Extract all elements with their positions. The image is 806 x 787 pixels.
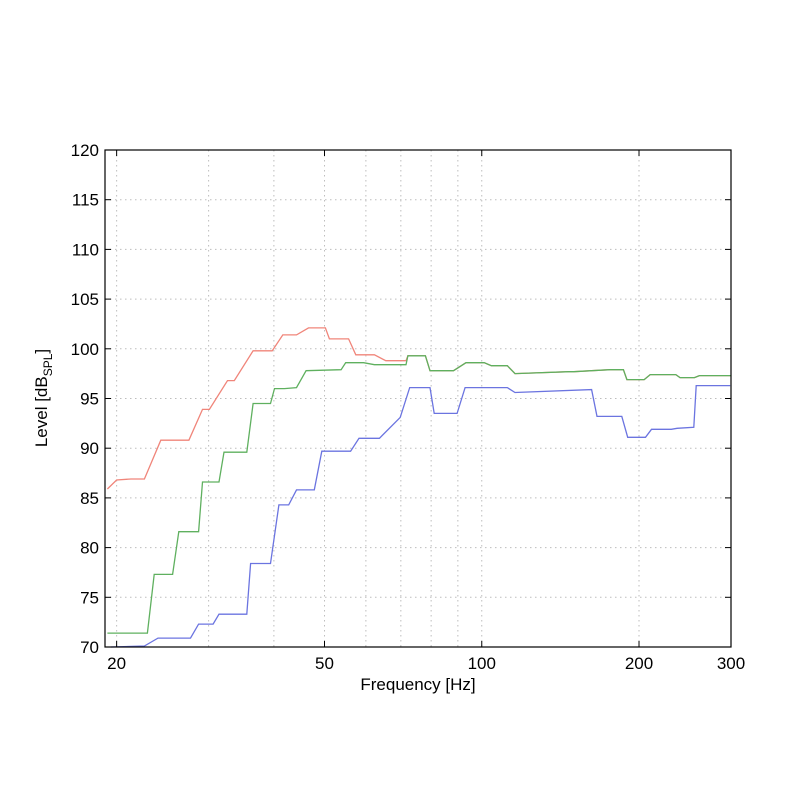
- tick-labels: 20 50 100 200 300 70 75 80 85 90 95 100 105 110 115 120: [71, 141, 746, 673]
- y-tick-label-70: 70: [80, 638, 99, 657]
- y-tick-label-100: 100: [71, 340, 99, 359]
- y-tick-label-105: 105: [71, 290, 99, 309]
- y-tick-label-110: 110: [72, 240, 99, 259]
- y-axis-title-main: Level [dB: [32, 376, 51, 447]
- y-axis-title-end: ]: [32, 349, 51, 354]
- y-tick-label-85: 85: [80, 489, 99, 508]
- x-tick-label-100: 100: [468, 654, 496, 673]
- x-tick-label-20: 20: [107, 654, 126, 673]
- y-tick-label-90: 90: [80, 439, 99, 458]
- y-tick-label-115: 115: [72, 191, 99, 210]
- y-tick-label-80: 80: [80, 539, 99, 558]
- x-tick-label-50: 50: [315, 654, 334, 673]
- y-axis-title-subscript: SPL: [41, 353, 55, 376]
- y-tick-label-75: 75: [80, 588, 99, 607]
- x-tick-label-300: 300: [717, 654, 745, 673]
- x-tick-label-200: 200: [625, 654, 653, 673]
- data-series: [106, 327, 731, 648]
- x-axis-title: Frequency [Hz]: [360, 675, 475, 694]
- axis-ticks: [105, 149, 732, 648]
- series-blue-line: [110, 384, 731, 648]
- y-axis-title: Level [dBSPL]: [32, 349, 55, 447]
- series-green-line: [107, 355, 731, 634]
- y-tick-label-95: 95: [80, 390, 99, 409]
- y-tick-label-120: 120: [71, 141, 99, 160]
